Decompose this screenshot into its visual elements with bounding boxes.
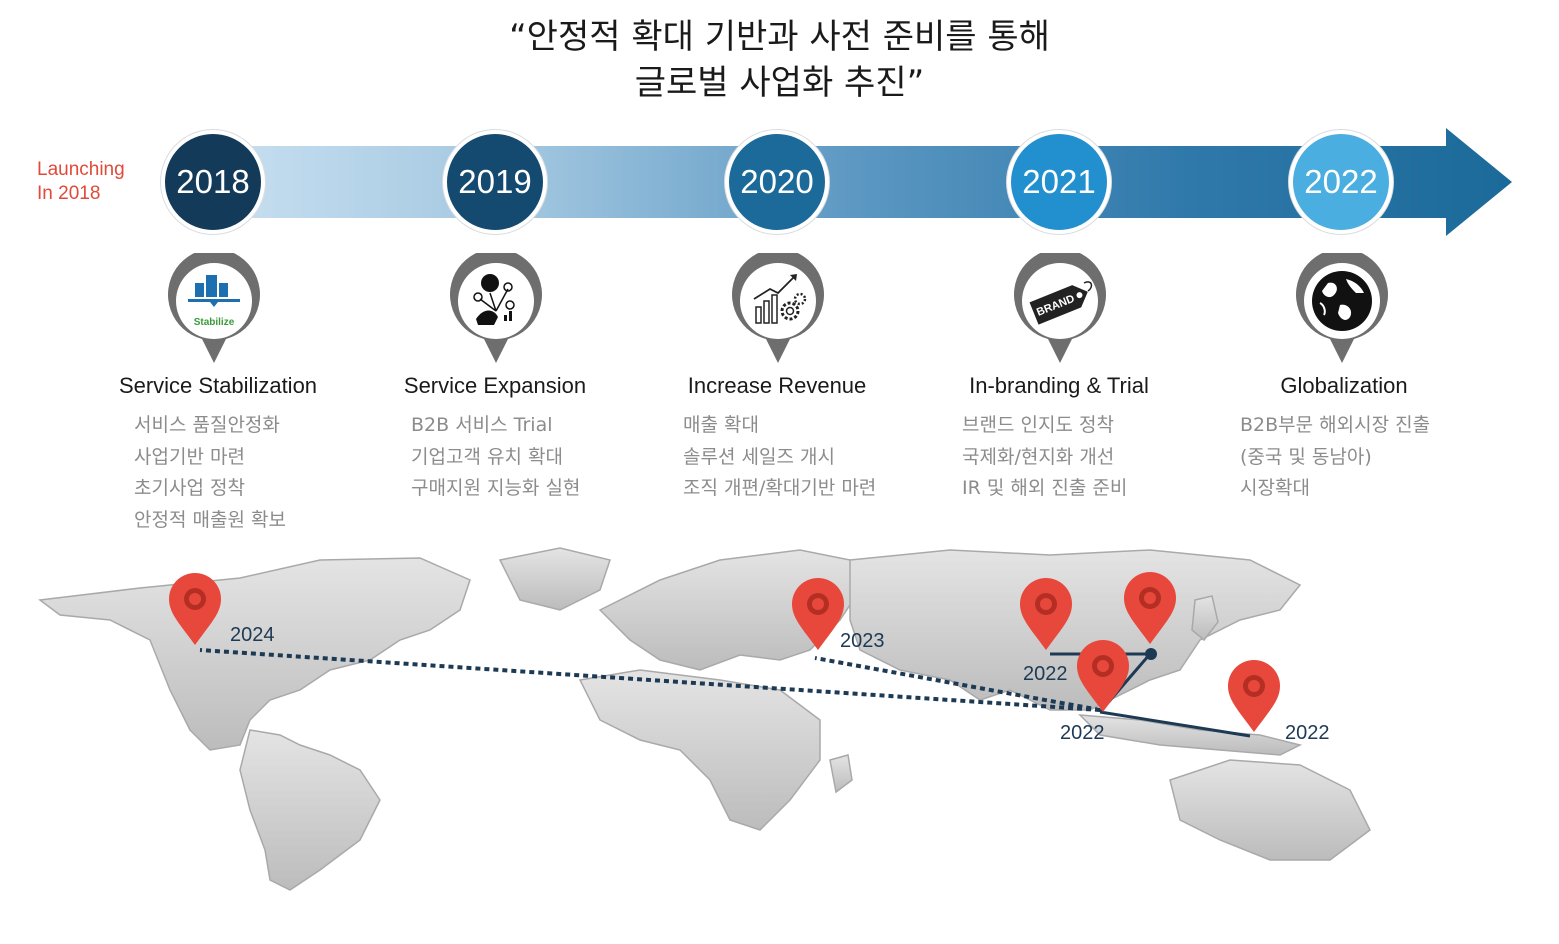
launch-line-1: Launching xyxy=(37,159,125,180)
stage-list-2022: B2B부문 해외시장 진출 (중국 및 동남아) 시장확대 xyxy=(1240,410,1430,505)
stage-title-2020: Increase Revenue xyxy=(687,373,867,398)
stabilize-chart-icon: Stabilize xyxy=(168,253,260,363)
network-people-icon xyxy=(450,253,542,363)
year-label: 2019 xyxy=(458,163,532,200)
route-to-indonesia xyxy=(1099,710,1251,738)
asia xyxy=(849,549,1302,711)
pin-indonesia xyxy=(1228,660,1280,732)
list-item: B2B 서비스 Trial xyxy=(411,414,553,436)
stage-list-2021: 브랜드 인지도 정착 국제화/현지화 개선 IR 및 해외 진출 준비 xyxy=(962,410,1127,505)
route-to-europe xyxy=(814,656,1101,712)
list-item: 매출 확대 xyxy=(683,414,759,436)
list-item: (중국 및 동남아) xyxy=(1240,445,1372,468)
list-item: 서비스 품질안정화 xyxy=(134,414,280,436)
list-item: 사업기반 마련 xyxy=(134,445,245,468)
year-circle-2020: 2020 xyxy=(725,130,829,234)
continents xyxy=(38,547,1371,891)
brand-tag-icon: BRAND xyxy=(1014,253,1106,363)
map-label-europe: 2023 xyxy=(840,630,885,652)
stage-list-2019: B2B 서비스 Trial 기업고객 유치 확대 구매지원 지능화 실현 xyxy=(411,410,580,505)
south-america xyxy=(239,729,381,891)
launch-line-2: In 2018 xyxy=(37,183,101,204)
list-item: 브랜드 인지도 정착 xyxy=(962,414,1114,436)
stabilize-label: Stabilize xyxy=(194,317,235,328)
list-item: 국제화/현지화 개선 xyxy=(962,445,1115,468)
year-circle-2018: 2018 xyxy=(161,130,265,234)
madagascar xyxy=(829,754,853,794)
launch-note: Launching In 2018 xyxy=(37,158,125,206)
list-item: IR 및 해외 진출 준비 xyxy=(962,477,1128,499)
list-item: 초기사업 정착 xyxy=(134,477,245,499)
australia xyxy=(1169,759,1371,861)
stage-title-2018: Service Stabilization xyxy=(118,373,318,398)
stage-title-2021: In-branding & Trial xyxy=(969,373,1149,398)
stage-list-2018: 서비스 품질안정화 사업기반 마련 초기사업 정착 안정적 매출원 확보 xyxy=(134,410,286,536)
year-circle-2019: 2019 xyxy=(443,130,547,234)
growth-gear-icon xyxy=(732,253,824,363)
stage-title-2019: Service Expansion xyxy=(403,373,587,398)
list-item: 솔루션 세일즈 개시 xyxy=(683,445,835,468)
hub-dot xyxy=(1145,648,1157,660)
year-label: 2021 xyxy=(1022,163,1096,200)
year-label: 2018 xyxy=(176,163,250,200)
africa xyxy=(578,669,821,831)
map-label-southeast-asia: 2022 xyxy=(1060,722,1105,744)
world-map xyxy=(38,547,1371,891)
title-line-2: 글로벌 사업화 추진” xyxy=(634,63,925,103)
map-label-indonesia: 2022 xyxy=(1285,722,1330,744)
list-item: 시장확대 xyxy=(1240,477,1310,499)
greenland xyxy=(498,547,611,611)
list-item: 구매지원 지능화 실현 xyxy=(411,477,581,499)
globe-icon xyxy=(1296,253,1388,363)
page-title: “안정적 확대 기반과 사전 준비를 통해 글로벌 사업화 추진” xyxy=(0,14,1559,106)
stage-list-2020: 매출 확대 솔루션 세일즈 개시 조직 개편/확대기반 마련 xyxy=(683,410,876,505)
year-circle-2022: 2022 xyxy=(1289,130,1393,234)
southeast-asia xyxy=(1078,714,1303,756)
list-item: B2B부문 해외시장 진출 xyxy=(1240,414,1431,436)
year-label: 2022 xyxy=(1304,163,1378,200)
year-label: 2020 xyxy=(740,163,814,200)
list-item: 조직 개편/확대기반 마련 xyxy=(683,477,877,499)
list-item: 기업고객 유치 확대 xyxy=(411,445,563,468)
list-item: 안정적 매출원 확보 xyxy=(134,508,286,531)
japan xyxy=(1191,595,1219,642)
route-to-usa xyxy=(199,648,1101,712)
map-label-usa: 2024 xyxy=(230,624,275,646)
year-circle-2021: 2021 xyxy=(1007,130,1111,234)
stage-title-2022: Globalization xyxy=(1280,373,1408,398)
title-line-1: “안정적 확대 기반과 사전 준비를 통해 xyxy=(509,17,1050,57)
map-label-south-asia: 2022 xyxy=(1023,663,1068,685)
